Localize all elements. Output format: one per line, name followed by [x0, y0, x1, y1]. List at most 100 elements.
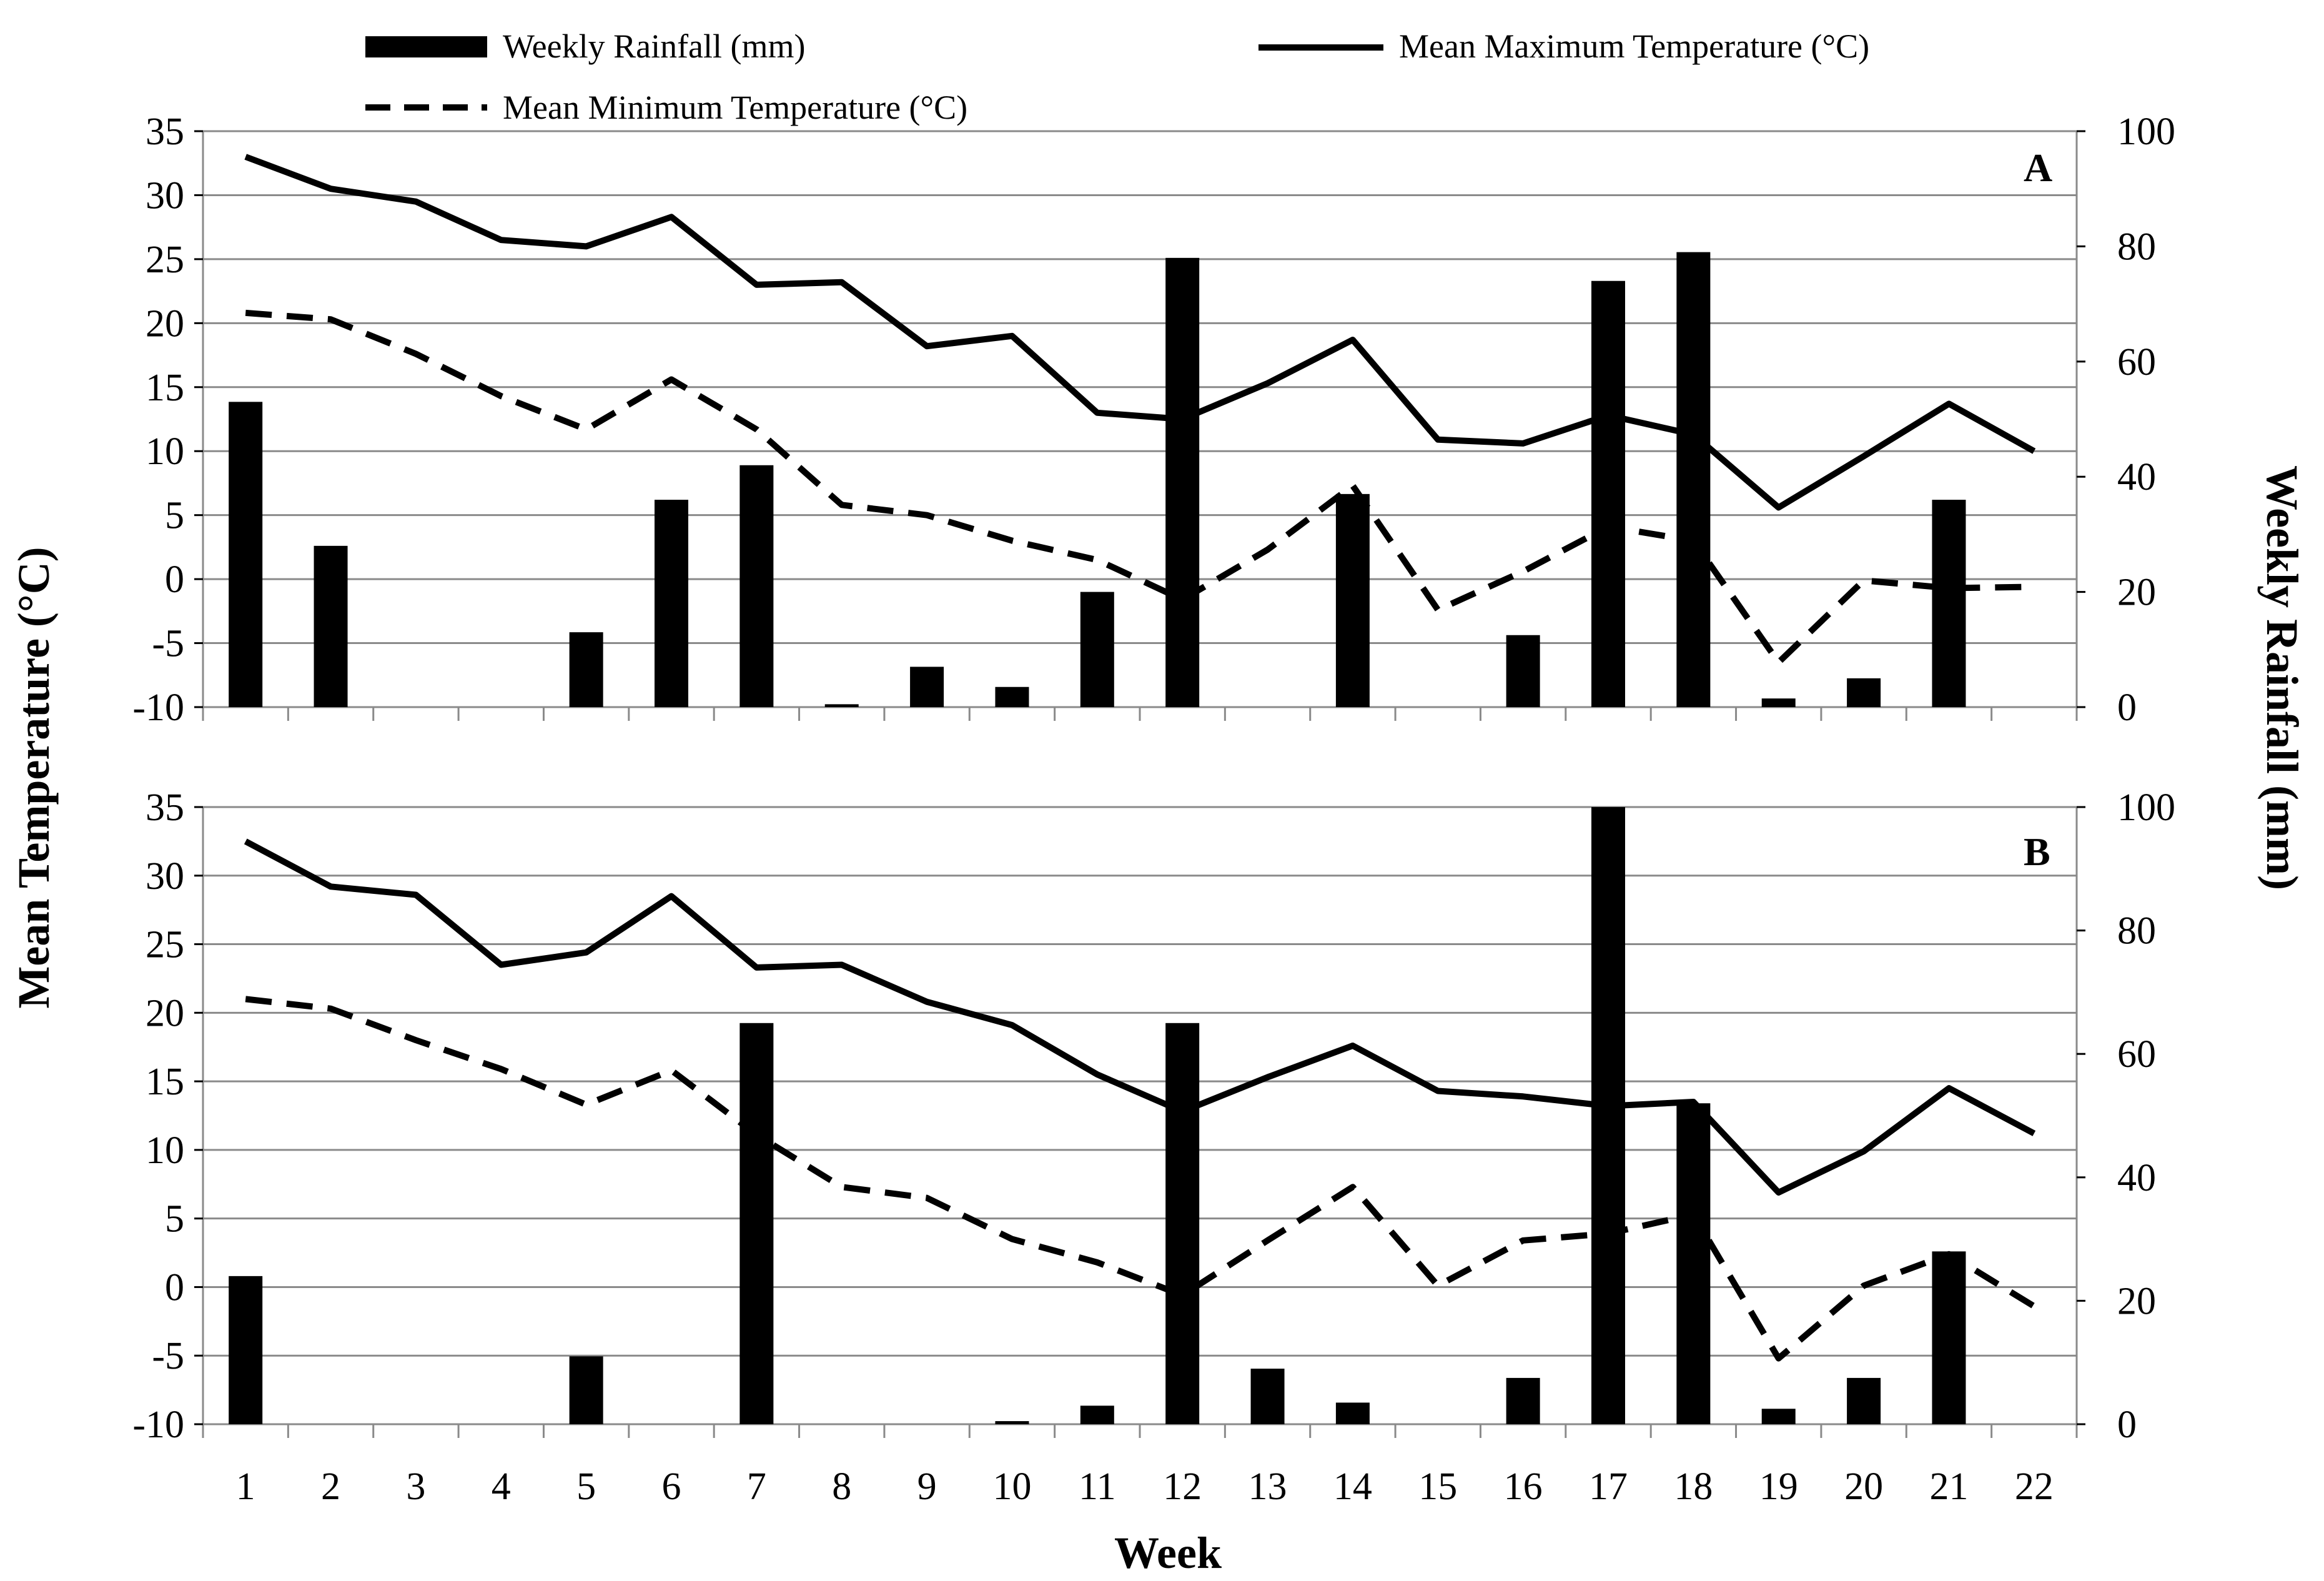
y-right-tick-label: 60 — [2117, 341, 2156, 384]
x-tick-label: 10 — [992, 1465, 1031, 1508]
y-right-tick-label: 100 — [2117, 786, 2175, 829]
panel-b-rainfall-bar-week-10 — [995, 1421, 1029, 1424]
y-right-tick-label: 80 — [2117, 910, 2156, 953]
y-left-tick-label: 35 — [146, 111, 184, 153]
y-left-tick-label: 0 — [165, 558, 184, 601]
x-tick-label: 19 — [1759, 1465, 1798, 1508]
y-axis-left-title: Mean Temperature (°C) — [9, 547, 59, 1008]
panel-b-min-temp-line — [245, 996, 2036, 1362]
x-tick-label: 12 — [1163, 1465, 1202, 1508]
panel-a-label: A — [2024, 146, 2052, 190]
y-right-tick-label: 80 — [2117, 226, 2156, 268]
y-left-tick-label: -5 — [152, 1335, 184, 1377]
x-tick-label: 20 — [1844, 1465, 1883, 1508]
panel-a-rainfall-bar-week-19 — [1761, 698, 1796, 707]
x-tick-label: 17 — [1589, 1465, 1628, 1508]
y-left-tick-label: 0 — [165, 1266, 184, 1309]
y-right-tick-label: 100 — [2117, 111, 2175, 153]
y-left-tick-label: 20 — [146, 302, 184, 345]
panel-b-rainfall-bar-week-21 — [1932, 1251, 1966, 1424]
y-left-tick-label: -10 — [132, 686, 184, 729]
y-left-tick-label: 20 — [146, 992, 184, 1034]
panel-b-rainfall-bar-week-14 — [1335, 1402, 1370, 1424]
legend: Weekly Rainfall (mm) Mean Maximum Temper… — [365, 27, 1869, 126]
x-tick-label: 1 — [236, 1465, 255, 1508]
panel-b-rainfall-bar-week-16 — [1506, 1377, 1540, 1424]
x-tick-label: 14 — [1333, 1465, 1372, 1508]
panel-b-rainfall-bar-week-5 — [569, 1356, 603, 1424]
x-tick-label: 5 — [576, 1465, 596, 1508]
x-tick-label: 18 — [1674, 1465, 1713, 1508]
y-left-tick-label: 30 — [146, 174, 184, 217]
x-tick-label: 7 — [747, 1465, 766, 1508]
y-left-tick-label: 25 — [146, 239, 184, 281]
x-tick-label: 2 — [321, 1465, 340, 1508]
y-left-tick-label: 35 — [146, 786, 184, 829]
panel-b: 35 30 25 20 15 10 5 0 -5 -10 100 80 60 40 20 0 B — [132, 786, 2175, 1446]
y-left-tick-label: 15 — [146, 367, 184, 409]
y-left-tick-label: 25 — [146, 924, 184, 966]
y-axis-right-title: Weekly Rainfall (mm) — [2257, 465, 2307, 890]
x-axis-title: Week — [1114, 1528, 1222, 1578]
x-tick-label: 4 — [492, 1465, 511, 1508]
panel-a-rainfall-bar-week-17 — [1591, 280, 1625, 708]
y-right-tick-label: 20 — [2117, 1280, 2156, 1322]
panel-a-rainfall-bar-week-11 — [1080, 592, 1114, 707]
y-left-tick-label: 30 — [146, 855, 184, 898]
legend-max-temp-label: Mean Maximum Temperature (°C) — [1399, 27, 1869, 65]
panel-a-rainfall-bar-week-14 — [1335, 493, 1370, 707]
y-left-tick-label: 5 — [165, 1198, 184, 1241]
y-right-tick-label: 60 — [2117, 1033, 2156, 1076]
panel-a: 35 30 25 20 15 10 5 0 -5 -10 100 80 60 40 20 0 A — [132, 111, 2175, 729]
x-tick-label: 8 — [832, 1465, 851, 1508]
panel-b-rainfall-bar-week-7 — [739, 1023, 774, 1424]
panel-a-rainfall-bar-week-6 — [655, 500, 688, 707]
panel-b-max-temp-line — [244, 838, 2036, 1196]
panel-a-rainfall-bar-week-7 — [739, 465, 774, 707]
panel-b-rainfall-bar-week-17 — [1591, 807, 1625, 1424]
panel-a-rainfall-bar-week-20 — [1847, 678, 1881, 707]
panel-b-rainfall-bar-week-13 — [1250, 1369, 1285, 1424]
panel-b-rainfall-bar-week-19 — [1761, 1409, 1796, 1424]
y-left-tick-label: -10 — [132, 1404, 184, 1446]
x-tick-label: 22 — [2015, 1465, 2054, 1508]
legend-rainfall-label: Weekly Rainfall (mm) — [503, 27, 806, 65]
x-axis-ticks: 1 2 3 4 5 6 7 8 9 10 11 12 13 14 15 16 17 18 19 20 21 22 — [236, 1465, 2054, 1508]
legend-rainfall-swatch — [365, 36, 487, 57]
panel-b-label: B — [2024, 830, 2050, 874]
y-right-tick-label: 0 — [2117, 1404, 2137, 1446]
panel-a-rainfall-bar-week-12 — [1165, 257, 1200, 708]
panel-a-rainfall-bar-week-18 — [1676, 252, 1711, 707]
x-tick-label: 3 — [406, 1465, 425, 1508]
panel-a-rainfall-bar-week-21 — [1932, 500, 1966, 707]
x-tick-label: 11 — [1079, 1465, 1116, 1508]
x-tick-label: 9 — [917, 1465, 937, 1508]
y-left-tick-label: 5 — [165, 495, 184, 537]
x-tick-label: 6 — [662, 1465, 681, 1508]
panel-a-rainfall-bar-week-9 — [910, 667, 944, 707]
y-left-tick-label: -5 — [152, 623, 184, 665]
y-right-tick-label: 40 — [2117, 1157, 2156, 1199]
panel-a-min-temp-line — [245, 309, 2034, 666]
panel-a-rainfall-bar-week-2 — [314, 545, 348, 707]
legend-min-temp-label: Mean Minimum Temperature (°C) — [503, 89, 967, 126]
y-left-tick-label: 10 — [146, 1129, 184, 1172]
x-tick-label: 13 — [1249, 1465, 1287, 1508]
panel-a-rainfall-bar-week-16 — [1506, 635, 1540, 707]
panel-b-rainfall-bar-week-1 — [229, 1276, 263, 1424]
y-left-tick-label: 10 — [146, 430, 184, 473]
y-left-tick-label: 15 — [146, 1061, 184, 1103]
y-right-tick-label: 20 — [2117, 572, 2156, 614]
panel-a-rainfall-bar-week-5 — [569, 632, 603, 707]
panel-a-max-temp-line — [244, 154, 2036, 511]
panel-b-rainfall-bar-week-18 — [1676, 1103, 1711, 1424]
y-right-tick-label: 40 — [2117, 456, 2156, 498]
y-right-tick-label: 0 — [2117, 686, 2137, 729]
panel-a-rainfall-bar-week-1 — [229, 402, 263, 707]
panel-b-rainfall-bar-week-20 — [1847, 1377, 1881, 1424]
x-tick-label: 21 — [1929, 1465, 1968, 1508]
panel-a-rainfall-bar-week-8 — [824, 704, 859, 707]
panel-a-rainfall-bar-week-10 — [995, 686, 1029, 707]
x-tick-label: 15 — [1418, 1465, 1457, 1508]
